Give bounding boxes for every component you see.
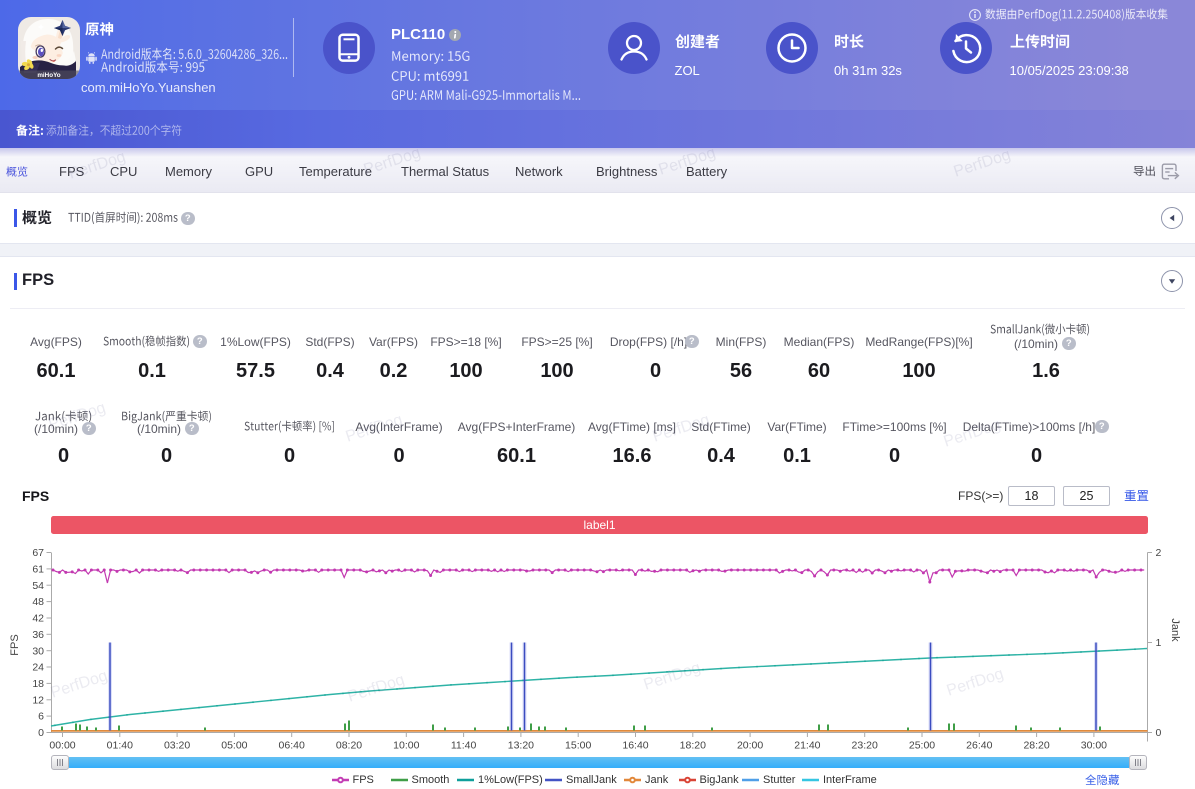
svg-text:6: 6 xyxy=(38,711,44,723)
svg-text:28:20: 28:20 xyxy=(1023,740,1049,752)
svg-text:42: 42 xyxy=(32,613,44,625)
svg-text:Jank: Jank xyxy=(1169,618,1181,642)
svg-text:01:40: 01:40 xyxy=(107,740,133,752)
svg-text:16:40: 16:40 xyxy=(622,740,648,752)
svg-text:24: 24 xyxy=(32,662,44,674)
svg-text:61: 61 xyxy=(32,564,44,576)
svg-text:11:40: 11:40 xyxy=(451,740,477,752)
svg-text:00:00: 00:00 xyxy=(49,740,75,752)
svg-text:18: 18 xyxy=(32,678,44,690)
svg-text:30:00: 30:00 xyxy=(1081,740,1107,752)
svg-text:12: 12 xyxy=(32,694,44,706)
svg-text:23:20: 23:20 xyxy=(852,740,878,752)
svg-text:06:40: 06:40 xyxy=(279,740,305,752)
svg-text:0: 0 xyxy=(38,727,44,739)
svg-text:30: 30 xyxy=(32,645,44,657)
svg-text:0: 0 xyxy=(1156,727,1162,739)
svg-text:21:40: 21:40 xyxy=(794,740,820,752)
svg-text:54: 54 xyxy=(32,580,44,592)
svg-text:10:00: 10:00 xyxy=(393,740,419,752)
svg-text:20:00: 20:00 xyxy=(737,740,763,752)
svg-text:25:00: 25:00 xyxy=(909,740,935,752)
svg-text:48: 48 xyxy=(32,596,44,608)
svg-text:08:20: 08:20 xyxy=(336,740,362,752)
svg-text:15:00: 15:00 xyxy=(565,740,591,752)
svg-text:36: 36 xyxy=(32,629,44,641)
svg-text:13:20: 13:20 xyxy=(508,740,534,752)
svg-text:67: 67 xyxy=(32,547,44,559)
svg-text:03:20: 03:20 xyxy=(164,740,190,752)
svg-text:miHoYo: miHoYo xyxy=(37,72,60,79)
svg-text:1: 1 xyxy=(1156,637,1162,649)
svg-text:18:20: 18:20 xyxy=(680,740,706,752)
svg-text:2: 2 xyxy=(1156,547,1162,559)
svg-text:05:00: 05:00 xyxy=(221,740,247,752)
svg-text:26:40: 26:40 xyxy=(966,740,992,752)
svg-text:FPS: FPS xyxy=(9,634,21,655)
